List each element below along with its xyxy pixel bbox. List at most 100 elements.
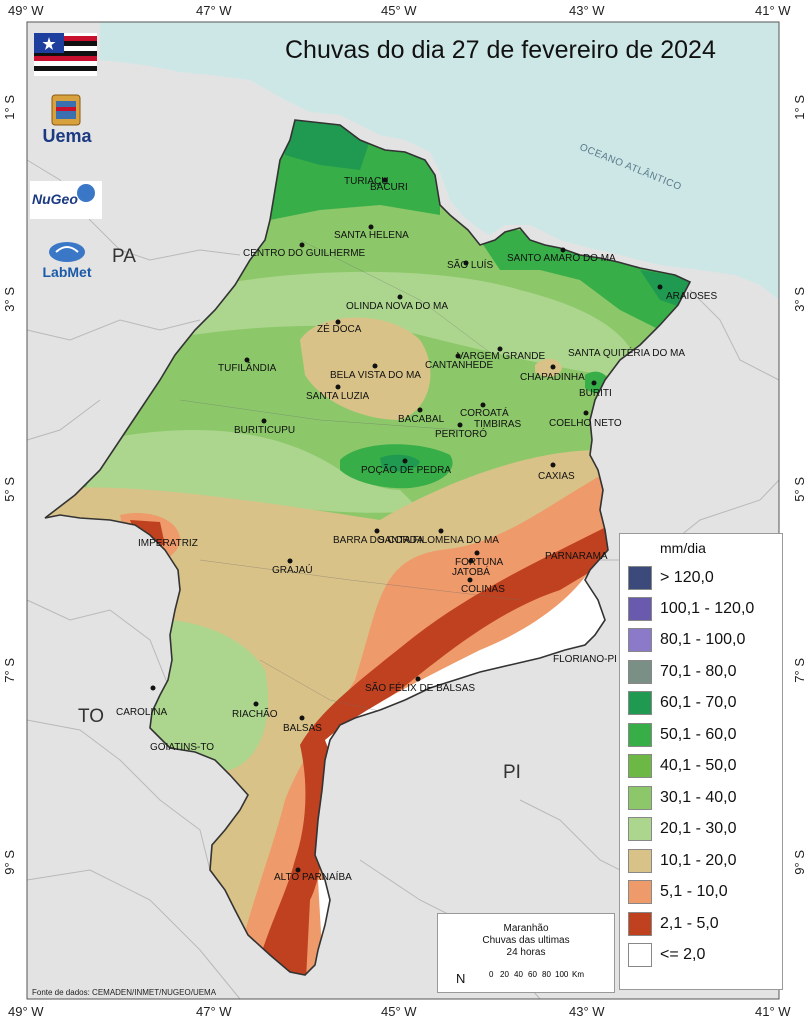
tick-bottom-41w: 41° W	[755, 1004, 791, 1019]
legend-swatch	[628, 691, 652, 715]
tick-left-3s: 3° S	[2, 287, 17, 312]
city-label: RIACHÃO	[232, 709, 278, 720]
tick-right-7s: 7° S	[792, 658, 807, 683]
city-label: CAROLINA	[116, 707, 168, 718]
legend-swatch	[628, 943, 652, 967]
legend-label: 60,1 - 70,0	[660, 694, 737, 711]
city-label: FLORIANO-PI	[553, 654, 617, 665]
legend-title: mm/dia	[660, 540, 706, 556]
scale-tick: 40	[514, 970, 523, 979]
legend-item: 60,1 - 70,0	[628, 689, 737, 717]
tick-bottom-47w: 47° W	[196, 1004, 232, 1019]
city-label: CAXIAS	[538, 471, 575, 482]
state-label-pi: PI	[503, 762, 521, 783]
legend-swatch	[628, 597, 652, 621]
scale-tick: 60	[528, 970, 537, 979]
city-label: TURIAÇU	[344, 176, 389, 187]
city-label: CHAPADINHA	[520, 372, 585, 383]
city-label: CENTRO DO GUILHERME	[243, 248, 366, 259]
tick-right-1s: 1° S	[792, 95, 807, 120]
scale-unit: Km	[572, 970, 584, 979]
tick-left-1s: 1° S	[2, 95, 17, 120]
scale-tick: 20	[500, 970, 509, 979]
city-label: JATOBÁ	[452, 567, 490, 578]
city-label: SANTA LUZIA	[306, 391, 370, 402]
north-label: N	[456, 971, 466, 986]
legend-label: 5,1 - 10,0	[660, 883, 728, 900]
city-label: BACURI	[370, 182, 408, 193]
city-label: TIMBIRAS	[474, 419, 522, 430]
uema-logo: Uema	[34, 93, 100, 159]
city-label: CANTANHEDE	[425, 360, 494, 371]
city-label: COROATÁ	[460, 408, 509, 419]
tick-right-9s: 9° S	[792, 850, 807, 875]
city-label: BURITICUPU	[234, 425, 296, 436]
legend-label: <= 2,0	[660, 946, 706, 963]
city-label: SANTO AMARO DO MA	[507, 253, 616, 264]
labmet-logo-text: LabMet	[42, 264, 92, 280]
legend-label: > 120,0	[660, 569, 714, 586]
city-label: GOIATINS-TO	[150, 742, 215, 753]
legend-swatch	[628, 566, 652, 590]
tick-right-5s: 5° S	[792, 477, 807, 502]
legend-label: 10,1 - 20,0	[660, 852, 737, 869]
legend-label: 80,1 - 100,0	[660, 631, 746, 648]
city-label: SANTA FILOMENA DO MA	[378, 535, 499, 546]
legend-swatch	[628, 880, 652, 904]
scale-tick: 0	[489, 970, 494, 979]
tick-left-5s: 5° S	[2, 477, 17, 502]
city-label: BURITI	[579, 388, 612, 399]
city-label: ALTO PARNAÍBA	[274, 872, 352, 883]
city-label: SANTA HELENA	[334, 230, 409, 241]
tick-right-3s: 3° S	[792, 287, 807, 312]
info-period: 24 horas	[506, 947, 546, 958]
city-label: PARNARAMA	[545, 551, 608, 562]
city-label: BELA VISTA DO MA	[330, 370, 421, 381]
labmet-logo: LabMet	[34, 240, 100, 286]
city-label: BALSAS	[283, 723, 322, 734]
data-source: Fonte de dados: CEMADEN/INMET/NUGEO/UEMA	[32, 988, 217, 997]
city-label: TUFILÂNDIA	[218, 363, 277, 374]
legend-item: 2,1 - 5,0	[628, 910, 719, 938]
scale-tick: 80	[542, 970, 551, 979]
map-title: Chuvas do dia 27 de fevereiro de 2024	[285, 36, 716, 64]
legend-label: 30,1 - 40,0	[660, 789, 737, 806]
tick-left-7s: 7° S	[2, 658, 17, 683]
legend-label: 50,1 - 60,0	[660, 726, 737, 743]
legend-swatch	[628, 786, 652, 810]
legend-item: 80,1 - 100,0	[628, 626, 745, 654]
state-label-to: TO	[78, 706, 105, 727]
tick-bottom-43w: 43° W	[569, 1004, 605, 1019]
city-label: GRAJAÚ	[272, 565, 313, 576]
legend-item: 20,1 - 30,0	[628, 815, 737, 843]
city-label: SANTA QUITÉRIA DO MA	[568, 348, 686, 359]
legend-item: > 120,0	[628, 564, 714, 592]
tick-top-43w: 43° W	[569, 3, 605, 18]
tick-left-9s: 9° S	[2, 850, 17, 875]
legend-item: 70,1 - 80,0	[628, 658, 737, 686]
info-box: Maranhão Chuvas das ultimas 24 horas N 0…	[437, 913, 615, 993]
legend-label: 40,1 - 50,0	[660, 757, 737, 774]
legend-label: 70,1 - 80,0	[660, 663, 737, 680]
maranhao-flag	[34, 33, 97, 76]
tick-bottom-45w: 45° W	[381, 1004, 417, 1019]
legend-swatch	[628, 912, 652, 936]
legend-item: 100,1 - 120,0	[628, 595, 754, 623]
legend-label: 2,1 - 5,0	[660, 915, 719, 932]
nugeo-logo-text: NuGeo	[32, 191, 78, 207]
state-label-pa: PA	[112, 246, 136, 267]
uema-logo-text: Uema	[42, 126, 92, 146]
city-label: POÇÃO DE PEDRA	[361, 465, 452, 476]
legend: mm/dia > 120,0 100,1 - 120,0 80,1 - 100,…	[619, 533, 783, 990]
legend-label: 100,1 - 120,0	[660, 600, 755, 617]
legend-label: 20,1 - 30,0	[660, 820, 737, 837]
city-label: SÃO LUÍS	[447, 260, 494, 271]
legend-swatch	[628, 849, 652, 873]
legend-item: 5,1 - 10,0	[628, 878, 728, 906]
city-label: PERITORÓ	[435, 429, 488, 440]
city-label: BACABAL	[398, 414, 445, 425]
legend-item: 50,1 - 60,0	[628, 721, 737, 749]
city-label: OLINDA NOVA DO MA	[346, 301, 449, 312]
city-label: COLINAS	[461, 584, 505, 595]
info-state: Maranhão	[503, 923, 549, 934]
